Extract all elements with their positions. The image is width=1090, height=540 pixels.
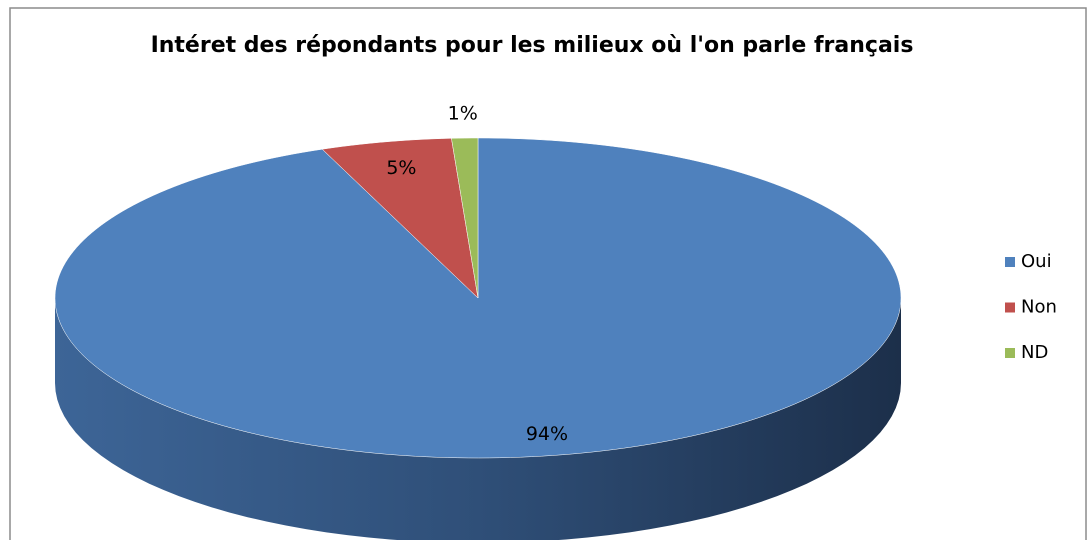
legend-swatch [1005,348,1015,358]
pie-side [55,298,901,540]
legend-label: Oui [1021,251,1052,272]
legend-label: Non [1021,297,1057,318]
pie-slice [321,138,479,299]
pie-slice [451,137,479,299]
data-label: 5% [386,157,416,179]
legend-swatch [1005,302,1015,313]
data-label: 94% [526,423,568,445]
legend-swatch [1005,257,1015,267]
data-label: 1% [448,103,478,125]
chart-title: Intéret des répondants pour les milieux … [151,33,914,58]
legend-label: ND [1021,342,1048,363]
